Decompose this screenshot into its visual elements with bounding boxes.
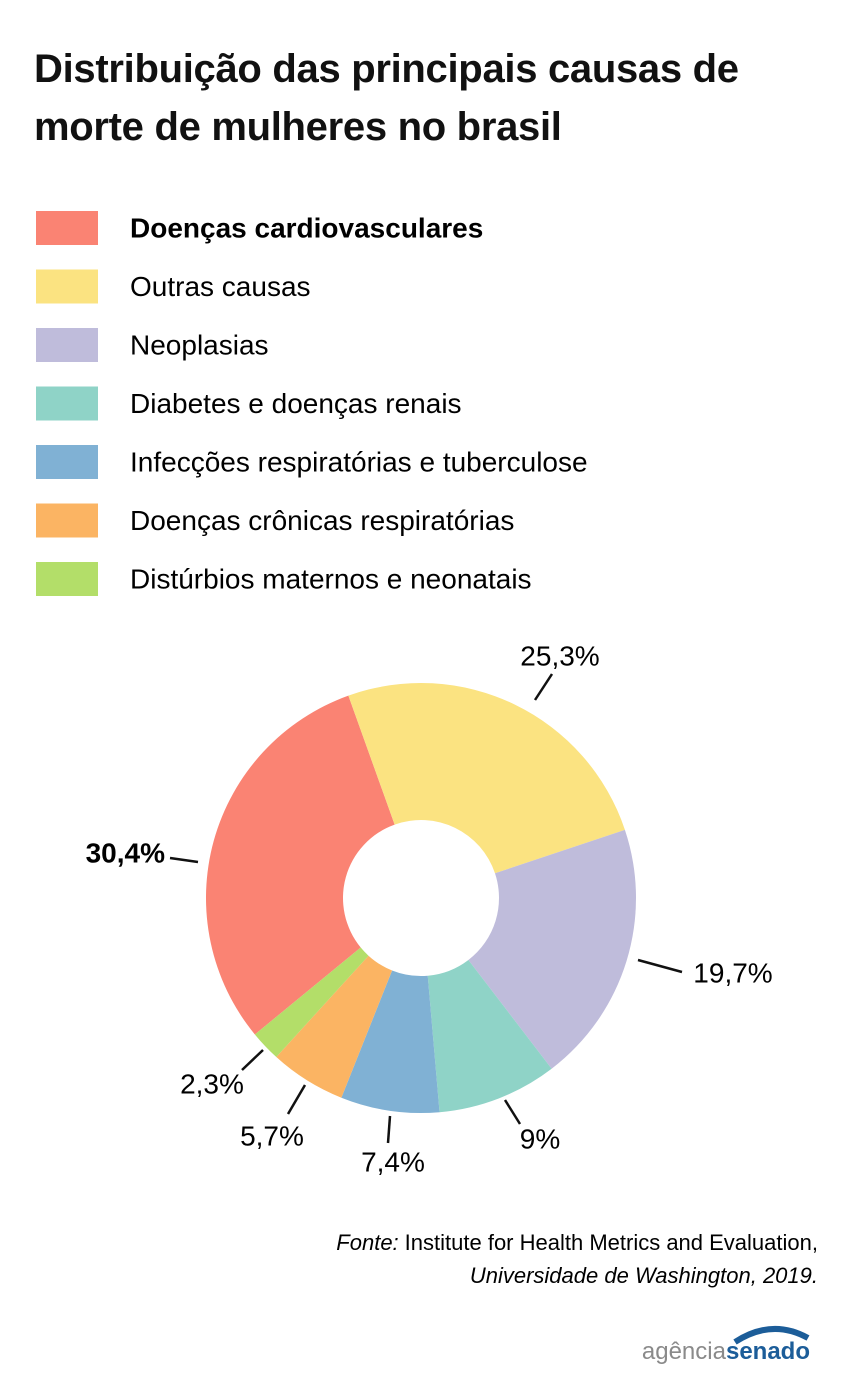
legend-label: Outras causas xyxy=(130,271,311,302)
legend-swatch xyxy=(36,445,98,479)
value-label: 30,4% xyxy=(86,837,165,868)
legend-label: Doenças crônicas respiratórias xyxy=(130,505,514,536)
leader-line xyxy=(169,856,199,864)
slice xyxy=(348,683,625,874)
slice xyxy=(427,959,552,1113)
source-text: Institute for Health Metrics and Evaluat… xyxy=(405,1230,818,1255)
legend-label: Doenças cardiovasculares xyxy=(130,212,483,243)
logo-arc xyxy=(733,1326,810,1345)
leader-line xyxy=(241,1049,264,1071)
value-label: 7,4% xyxy=(361,1146,425,1177)
leader-line xyxy=(286,1084,307,1115)
legend-label: Distúrbios maternos e neonatais xyxy=(130,563,532,594)
legend-swatch xyxy=(36,503,98,538)
legend-label: Neoplasias xyxy=(130,329,269,360)
slice xyxy=(468,829,636,1069)
legend-swatch xyxy=(36,386,98,421)
value-label: 9% xyxy=(520,1123,560,1154)
value-label: 25,3% xyxy=(520,640,599,671)
leader-line xyxy=(533,673,554,701)
source-prefix: Fonte: xyxy=(336,1230,398,1255)
legend-label: Diabetes e doenças renais xyxy=(130,388,462,419)
slice xyxy=(254,947,369,1058)
slice xyxy=(341,970,440,1113)
value-label: 5,7% xyxy=(240,1120,304,1151)
logo-part: agência xyxy=(642,1338,727,1365)
source-line: Universidade de Washington, 2019. xyxy=(470,1263,818,1288)
source: Fonte: Institute for Health Metrics and E… xyxy=(336,1230,818,1255)
legend-swatch xyxy=(36,211,98,245)
leader-line xyxy=(637,958,683,974)
leader-line xyxy=(503,1099,522,1125)
value-label: 19,7% xyxy=(693,957,772,988)
leader-line xyxy=(386,1115,392,1144)
logo-part: senado xyxy=(726,1338,810,1365)
legend-swatch xyxy=(36,562,98,596)
chart-title: Distribuição das principais causas de mo… xyxy=(34,47,739,149)
slice xyxy=(276,955,393,1098)
legend-swatch xyxy=(36,328,98,362)
value-label: 2,3% xyxy=(180,1068,244,1099)
slice xyxy=(205,695,395,1035)
legend-swatch xyxy=(36,269,98,304)
legend-label: Infecções respiratórias e tuberculose xyxy=(130,446,588,477)
logo: agênciasenado xyxy=(642,1338,810,1365)
